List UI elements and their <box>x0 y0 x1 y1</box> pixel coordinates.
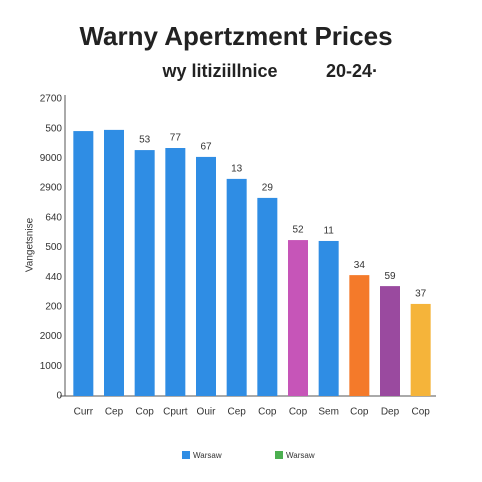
bar-annotation: 59 <box>384 271 396 282</box>
y-tick-label: 440 <box>45 272 62 283</box>
bar-annotation: 37 <box>415 289 427 300</box>
bar <box>73 131 94 397</box>
y-tick-label: 2900 <box>40 183 63 194</box>
y-tick-label: 2000 <box>40 331 63 342</box>
bar-annotation: 67 <box>200 142 212 153</box>
bar <box>410 303 431 396</box>
bar <box>226 178 247 396</box>
bar <box>134 150 155 396</box>
x-tick-label: Cpurt <box>163 407 188 418</box>
bar-annotation: 77 <box>170 133 182 144</box>
x-tick-label: Cop <box>258 407 277 418</box>
bar <box>380 286 400 396</box>
bar-annotation: 34 <box>354 260 366 271</box>
x-tick-label: Dep <box>381 407 400 418</box>
bar <box>165 148 186 396</box>
chart-title: Warny Apertzment Prices <box>79 21 392 51</box>
bar-annotation: 13 <box>231 164 243 175</box>
bar-annotation: 53 <box>139 135 151 146</box>
y-tick-label: 200 <box>45 302 62 313</box>
y-tick-label: 1000 <box>40 361 63 372</box>
x-tick-label: Sem <box>318 407 339 418</box>
x-tick-label: Cep <box>227 407 246 418</box>
x-tick-label: Curr <box>74 407 94 418</box>
bar <box>288 240 308 396</box>
x-tick-label: Ouir <box>197 407 217 418</box>
chart-subtitle-year: 20-24· <box>326 61 378 81</box>
x-tick-label: Cep <box>105 407 124 418</box>
bar <box>104 129 124 396</box>
bar <box>349 275 370 396</box>
x-tick-label: Cop <box>411 407 430 418</box>
x-tick-label: Cop <box>350 407 369 418</box>
bar-annotation: 52 <box>292 225 304 236</box>
legend-swatch <box>275 451 283 459</box>
y-tick-label: 500 <box>45 242 62 253</box>
bar-annotation: 11 <box>323 226 334 237</box>
x-tick-label: Cop <box>289 407 308 418</box>
y-axis-label: Vangetsnise <box>25 217 36 272</box>
legend-label: Warsaw <box>286 451 315 460</box>
x-tick-label: Cop <box>135 407 154 418</box>
y-tick-label: 500 <box>45 123 62 134</box>
bar <box>196 156 216 396</box>
y-tick-label: 9000 <box>40 153 63 164</box>
y-tick-label: 0 <box>56 391 62 402</box>
y-tick-label: 640 <box>45 212 62 223</box>
bar-annotation: 29 <box>262 183 274 194</box>
chart-subtitle: wy litiziillnice <box>161 61 277 81</box>
y-tick-label: 2700 <box>40 94 63 105</box>
bar <box>318 240 339 396</box>
legend-label: Warsaw <box>193 451 222 460</box>
bar <box>257 197 278 396</box>
legend-swatch <box>182 451 190 459</box>
